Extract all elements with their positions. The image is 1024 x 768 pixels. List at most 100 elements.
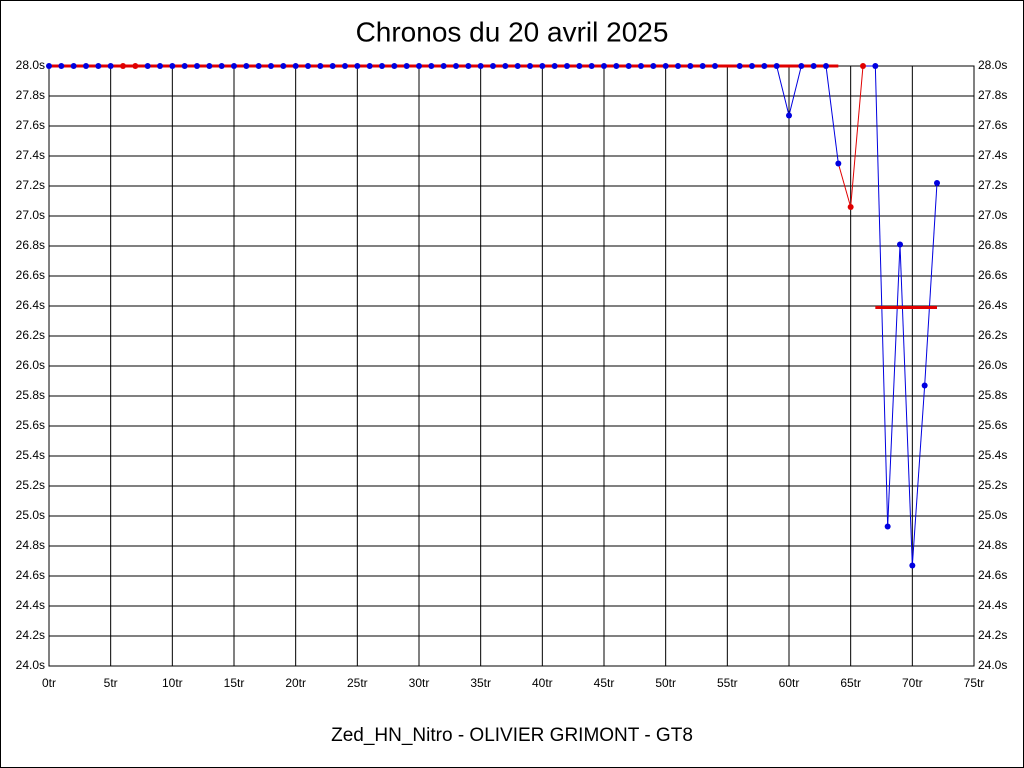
lap-point xyxy=(514,63,521,69)
x-tick-label: 70tr xyxy=(902,676,923,690)
x-tick-label: 50tr xyxy=(655,676,676,690)
lap-point xyxy=(132,63,139,69)
y-tick-label: 24.8s xyxy=(16,538,45,552)
x-tick-label: 5tr xyxy=(104,676,118,690)
y-tick-label: 24.4s xyxy=(16,598,45,612)
x-tick-label: 45tr xyxy=(594,676,615,690)
y2-tick-label: 24.4s xyxy=(978,598,1007,612)
lap-point xyxy=(773,63,780,69)
lap-point xyxy=(416,63,422,69)
y2-tick-label: 27.0s xyxy=(978,208,1007,222)
lap-point xyxy=(810,63,817,69)
lap-point xyxy=(872,63,879,69)
lap-point xyxy=(428,63,435,69)
y-tick-label: 26.0s xyxy=(16,358,45,372)
lap-point xyxy=(342,63,348,69)
lap-point xyxy=(921,382,928,389)
y2-tick-label: 25.0s xyxy=(978,508,1007,522)
y-tick-label: 26.4s xyxy=(16,298,45,312)
lap-point xyxy=(157,63,163,69)
x-tick-label: 10tr xyxy=(162,676,183,690)
y2-tick-label: 27.8s xyxy=(978,88,1007,102)
y-tick-label: 27.8s xyxy=(16,88,45,102)
x-tick-label: 15tr xyxy=(224,676,245,690)
line-segment xyxy=(850,65,864,208)
y-tick-label: 24.2s xyxy=(16,628,45,642)
lap-point xyxy=(354,63,361,69)
y-tick-label: 27.4s xyxy=(16,148,45,162)
line-segment xyxy=(899,244,913,566)
lap-point xyxy=(144,63,151,69)
lap-point xyxy=(58,63,65,69)
lap-point xyxy=(551,63,558,69)
line-segment xyxy=(874,65,889,527)
lap-point xyxy=(675,63,681,69)
lap-point xyxy=(465,63,472,69)
y2-tick-label: 24.0s xyxy=(978,658,1007,672)
x-tick-label: 75tr xyxy=(964,676,985,690)
y2-tick-label: 26.0s xyxy=(978,358,1007,372)
lap-point xyxy=(662,63,669,69)
x-axis-label: Zed_HN_Nitro - OLIVIER GRIMONT - GT8 xyxy=(331,725,693,746)
lap-point xyxy=(83,63,89,69)
lap-point xyxy=(650,63,657,69)
y-tick-label: 25.8s xyxy=(16,388,45,402)
y-tick-label: 26.8s xyxy=(16,238,45,252)
lap-point xyxy=(823,63,829,69)
x-tick-label: 60tr xyxy=(779,676,800,690)
y2-tick-label: 27.6s xyxy=(978,118,1007,132)
lap-point xyxy=(194,63,200,69)
lap-point xyxy=(70,63,77,69)
y2-tick-label: 28.0s xyxy=(978,58,1007,72)
x-tick-label: 55tr xyxy=(717,676,738,690)
lap-point xyxy=(453,63,459,69)
lap-point xyxy=(613,63,620,69)
x-tick-label: 0tr xyxy=(42,676,56,690)
y-tick-label: 27.2s xyxy=(16,178,45,192)
y-tick-label: 26.2s xyxy=(16,328,45,342)
y-tick-label: 24.0s xyxy=(16,658,45,672)
lap-point xyxy=(687,63,694,69)
x-tick-label: 35tr xyxy=(470,676,491,690)
lap-point xyxy=(218,63,225,69)
lap-point xyxy=(46,63,52,69)
lap-point xyxy=(835,160,842,167)
y-tick-label: 25.0s xyxy=(16,508,45,522)
lap-point xyxy=(564,63,570,69)
lap-point xyxy=(169,63,176,69)
lap-point xyxy=(749,63,755,69)
lap-point xyxy=(181,63,188,69)
y-tick-label: 25.2s xyxy=(16,478,45,492)
line-segment xyxy=(788,65,802,116)
y2-tick-label: 27.4s xyxy=(978,148,1007,162)
y2-tick-label: 24.8s xyxy=(978,538,1007,552)
lap-point xyxy=(761,63,768,69)
y2-tick-label: 24.2s xyxy=(978,628,1007,642)
lap-point xyxy=(502,63,509,69)
lap-point xyxy=(638,63,644,69)
y2-tick-label: 25.2s xyxy=(978,478,1007,492)
lap-point xyxy=(107,63,114,69)
lap-point xyxy=(292,63,299,69)
lap-point xyxy=(305,63,311,69)
lap-point xyxy=(897,241,903,248)
lap-point xyxy=(231,63,237,69)
lap-point xyxy=(280,63,287,69)
y-tick-label: 25.6s xyxy=(16,418,45,432)
lap-point xyxy=(860,63,866,69)
y2-tick-label: 25.8s xyxy=(978,388,1007,402)
lap-point xyxy=(934,180,940,186)
y2-tick-label: 27.2s xyxy=(978,178,1007,192)
y2-tick-label: 26.4s xyxy=(978,298,1007,312)
y2-tick-label: 25.6s xyxy=(978,418,1007,432)
line-segment xyxy=(924,182,938,386)
lap-point xyxy=(588,63,595,69)
line-segment xyxy=(825,65,839,164)
x-tick-label: 25tr xyxy=(347,676,368,690)
lap-point xyxy=(527,63,533,69)
y-tick-label: 26.6s xyxy=(16,268,45,282)
lap-point xyxy=(847,204,854,210)
lap-point xyxy=(317,63,324,69)
lap-point xyxy=(440,63,447,69)
